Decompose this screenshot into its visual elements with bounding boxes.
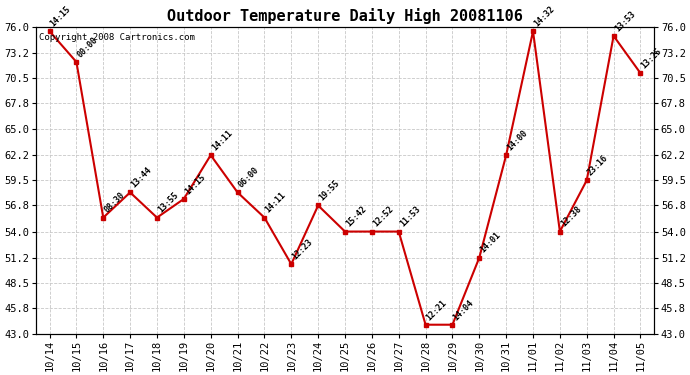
- Text: 13:25: 13:25: [640, 46, 664, 70]
- Title: Outdoor Temperature Daily High 20081106: Outdoor Temperature Daily High 20081106: [167, 8, 523, 24]
- Text: 15:42: 15:42: [344, 205, 368, 229]
- Text: 06:00: 06:00: [237, 166, 261, 190]
- Text: 13:53: 13:53: [613, 9, 637, 33]
- Text: 11:53: 11:53: [398, 205, 422, 229]
- Text: 14:15: 14:15: [183, 172, 207, 196]
- Text: 08:30: 08:30: [103, 191, 126, 215]
- Text: 14:04: 14:04: [452, 298, 475, 322]
- Text: 23:16: 23:16: [586, 153, 610, 177]
- Text: 14:15: 14:15: [49, 4, 73, 28]
- Text: Copyright 2008 Cartronics.com: Copyright 2008 Cartronics.com: [39, 33, 195, 42]
- Text: 12:21: 12:21: [425, 298, 449, 322]
- Text: 14:00: 14:00: [505, 128, 529, 152]
- Text: 12:23: 12:23: [290, 237, 315, 261]
- Text: 12:52: 12:52: [371, 205, 395, 229]
- Text: 13:55: 13:55: [156, 191, 180, 215]
- Text: 12:38: 12:38: [559, 205, 583, 229]
- Text: 19:55: 19:55: [317, 178, 342, 203]
- Text: 14:11: 14:11: [264, 191, 288, 215]
- Text: 14:11: 14:11: [210, 128, 234, 152]
- Text: 14:32: 14:32: [532, 4, 556, 28]
- Text: 13:44: 13:44: [129, 166, 153, 190]
- Text: 00:00: 00:00: [76, 35, 99, 59]
- Text: 14:01: 14:01: [479, 231, 502, 255]
